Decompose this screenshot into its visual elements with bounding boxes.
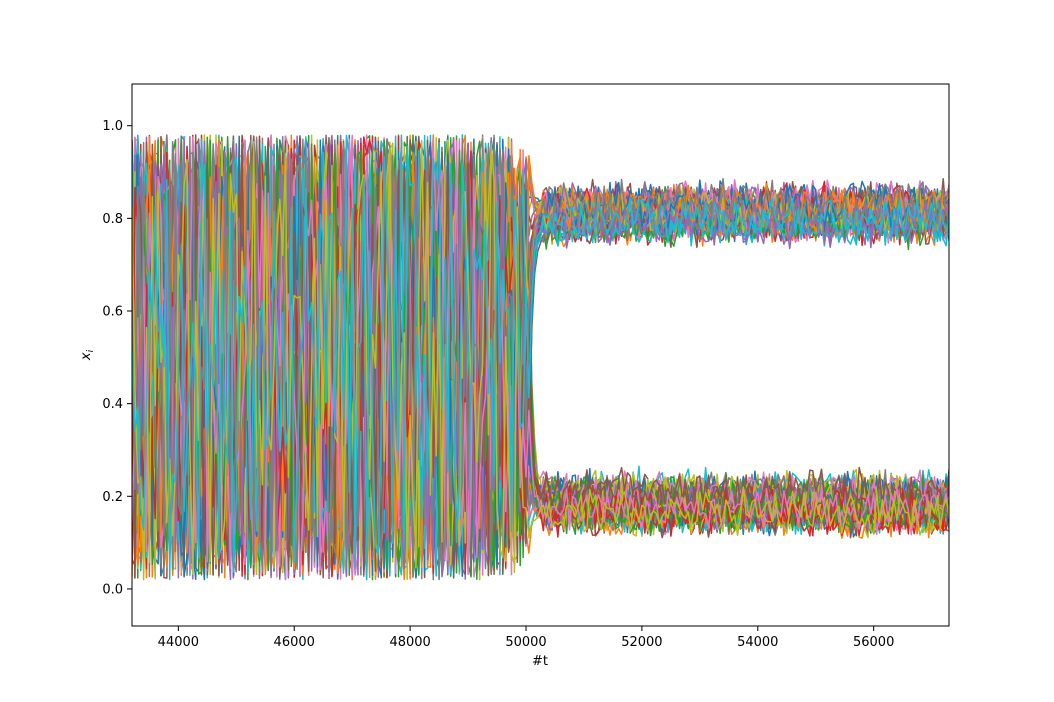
x-tick-label: 54000: [737, 635, 778, 650]
y-tick-label: 0.6: [102, 304, 123, 319]
y-tick-label: 0.2: [102, 490, 123, 505]
x-tick-label: 48000: [389, 635, 430, 650]
y-tick-label: 0.0: [102, 582, 123, 597]
series-line-100: [132, 134, 949, 573]
series-group: [132, 134, 949, 581]
x-tick-label: 46000: [274, 635, 315, 650]
y-axis: 0.0 0.2 0.4 0.6 0.8 1.0: [102, 119, 132, 597]
series-line-99: [132, 139, 949, 580]
y-axis-label-subscript: i: [86, 349, 96, 352]
y-tick-label: 0.8: [102, 212, 123, 227]
x-tick-label: 44000: [158, 635, 199, 650]
y-tick-label: 0.4: [102, 397, 123, 412]
x-tick-label: 56000: [853, 635, 894, 650]
y-axis-label-base: x: [79, 352, 94, 361]
series-line-98: [132, 134, 949, 578]
y-axis-label: xi: [79, 349, 96, 361]
x-axis: 44000 46000 48000 50000 52000 54000 56000: [158, 626, 894, 650]
y-tick-label: 1.0: [102, 119, 123, 134]
x-tick-label: 52000: [621, 635, 662, 650]
plot-frame: [131, 83, 950, 627]
x-axis-label: #t: [532, 654, 548, 669]
x-tick-label: 50000: [505, 635, 546, 650]
